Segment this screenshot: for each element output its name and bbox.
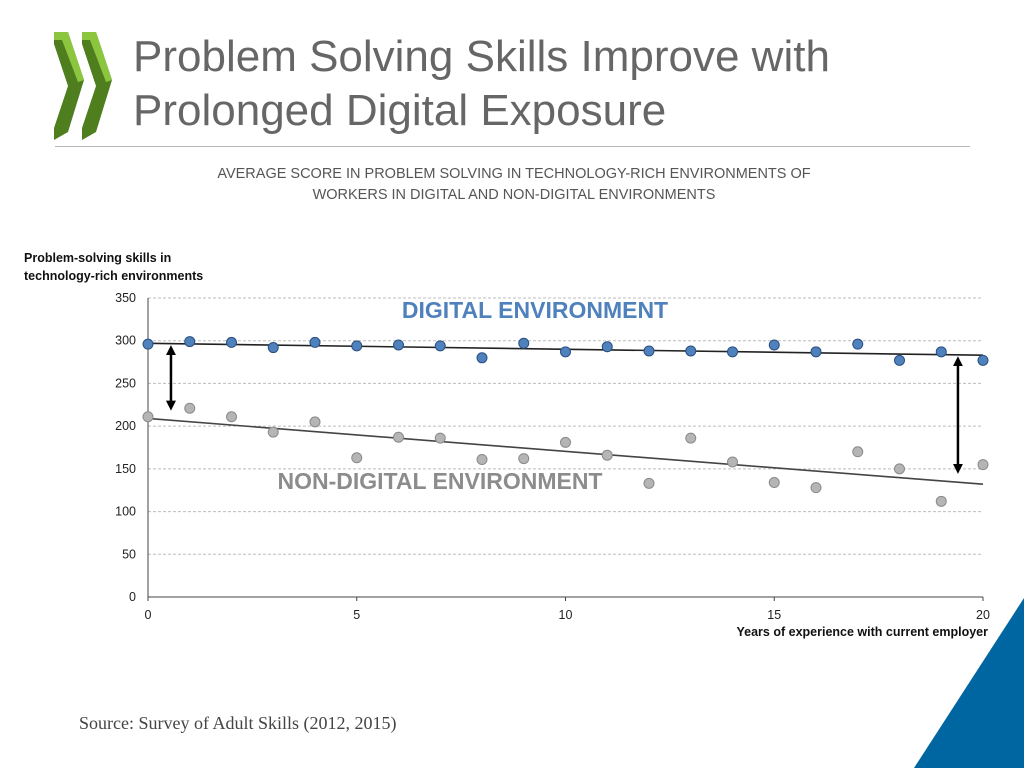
digital-point xyxy=(685,345,697,357)
digital-point xyxy=(476,352,488,364)
slide-title-line2: Prolonged Digital Exposure xyxy=(133,86,667,135)
digital-point xyxy=(894,354,905,366)
digital-point xyxy=(309,336,321,348)
x-tick-label: 10 xyxy=(559,608,573,622)
digital-point xyxy=(184,336,196,348)
digital-point xyxy=(727,346,738,358)
subtitle-line2: WORKERS IN DIGITAL AND NON-DIGITAL ENVIR… xyxy=(312,187,716,203)
digital-point xyxy=(267,342,279,354)
slide-title: Problem Solving Skills Improve with Prol… xyxy=(133,30,993,138)
digital-point xyxy=(768,339,780,351)
non_digital-point xyxy=(977,459,989,471)
y-tick-label: 300 xyxy=(115,334,136,348)
non_digital-point xyxy=(685,432,697,444)
non_digital-point xyxy=(560,436,571,448)
non_digital-point xyxy=(476,453,488,465)
non_digital-point xyxy=(142,411,154,423)
x-tick-label: 15 xyxy=(767,608,781,622)
non_digital-point xyxy=(226,411,237,423)
x-tick-label: 5 xyxy=(353,608,360,622)
y-tick-label: 350 xyxy=(115,291,136,305)
y-tick-label: 250 xyxy=(115,376,136,390)
digital-point xyxy=(643,345,655,357)
non_digital-point xyxy=(643,477,655,489)
y-tick-label: 150 xyxy=(115,462,136,476)
y-tick-label: 100 xyxy=(115,505,136,519)
logo-chevron-right-light xyxy=(82,32,112,82)
x-axis-title: Years of experience with current employe… xyxy=(737,625,989,639)
source-note: Source: Survey of Adult Skills (2012, 20… xyxy=(79,713,397,733)
chart-subtitle: AVERAGE SCORE IN PROBLEM SOLVING IN TECH… xyxy=(150,164,878,206)
non_digital-point xyxy=(267,426,279,438)
corner-decoration xyxy=(914,598,1024,768)
non_digital-point xyxy=(894,463,905,475)
non_digital-point xyxy=(184,402,196,414)
digital-point xyxy=(810,346,822,358)
x-tick-label: 20 xyxy=(976,608,990,622)
oecd-logo xyxy=(54,32,112,140)
non_digital-trend-line xyxy=(147,417,984,486)
non_digital-point xyxy=(727,456,738,468)
non_digital-point xyxy=(810,482,822,494)
non_digital-point xyxy=(518,453,530,465)
non_digital-point xyxy=(935,495,947,507)
y-axis-title: Problem-solving skills in technology-ric… xyxy=(24,249,244,285)
digital-point xyxy=(142,338,154,350)
digital-point xyxy=(393,339,404,351)
y-axis-title-line1: Problem-solving skills in xyxy=(24,251,172,265)
digital-point xyxy=(977,354,989,366)
subtitle-line1: AVERAGE SCORE IN PROBLEM SOLVING IN TECH… xyxy=(217,166,811,182)
slide-title-line1: Problem Solving Skills Improve with xyxy=(133,32,830,81)
non_digital-point xyxy=(434,432,446,444)
digital-point xyxy=(351,340,363,352)
y-tick-label: 50 xyxy=(122,547,136,561)
digital-point xyxy=(518,337,530,349)
digital-point xyxy=(560,346,571,358)
non_digital-point xyxy=(601,449,613,461)
digital-point xyxy=(935,346,947,358)
y-tick-label: 0 xyxy=(129,590,136,604)
digital-point xyxy=(601,341,613,353)
y-tick-label: 200 xyxy=(115,419,136,433)
annotation-digital: DIGITAL ENVIRONMENT xyxy=(402,297,668,323)
non_digital-point xyxy=(852,446,864,458)
y-axis-title-line2: technology-rich environments xyxy=(24,269,204,283)
x-tick-label: 0 xyxy=(145,608,152,622)
non_digital-point xyxy=(309,416,321,428)
non_digital-point xyxy=(351,452,363,464)
non_digital-point xyxy=(393,431,404,443)
logo-chevron-left-light xyxy=(54,32,84,82)
digital-point xyxy=(852,338,864,350)
digital-point xyxy=(226,336,237,348)
digital-point xyxy=(434,340,446,352)
annotation-non-digital: NON-DIGITAL ENVIRONMENT xyxy=(278,468,603,494)
non_digital-point xyxy=(768,477,780,489)
title-divider xyxy=(55,146,970,147)
